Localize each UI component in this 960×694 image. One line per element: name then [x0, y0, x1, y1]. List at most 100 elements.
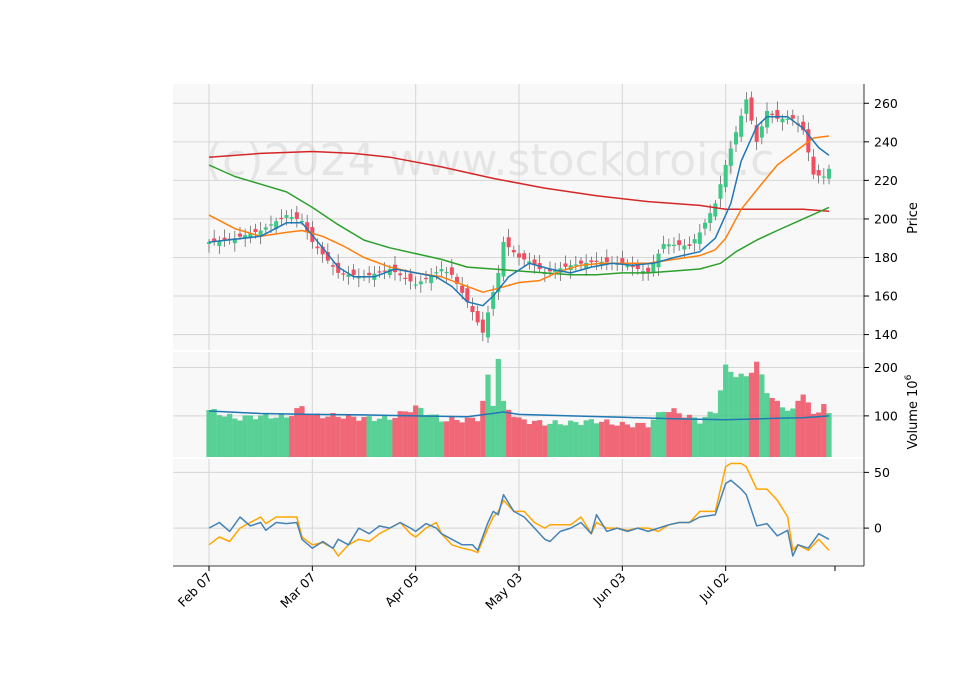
- candle-body: [367, 272, 372, 276]
- volume-bar: [206, 410, 212, 457]
- volume-bar: [459, 422, 465, 457]
- candle-body: [687, 244, 692, 246]
- volume-bar: [614, 425, 620, 457]
- candle-body: [501, 242, 506, 277]
- volume-bar: [371, 420, 377, 457]
- volume-bar: [242, 415, 248, 457]
- volume-bar: [531, 420, 538, 457]
- candle-body: [274, 221, 279, 230]
- volume-bar: [717, 390, 724, 457]
- volume-bar: [537, 420, 543, 457]
- candle-body: [465, 288, 470, 302]
- volume-bar: [485, 374, 491, 457]
- volume-bar: [216, 415, 222, 457]
- candle-body: [237, 233, 243, 237]
- candle-body: [718, 184, 723, 199]
- candle-body: [697, 232, 702, 244]
- volume-bar: [526, 423, 532, 457]
- candle-body: [723, 164, 728, 188]
- x-tick-label: Jul 02: [696, 570, 732, 606]
- candle-body: [423, 277, 429, 280]
- volume-bar: [712, 413, 718, 457]
- y-tick-label: 100: [874, 408, 898, 423]
- volume-bar: [263, 413, 269, 457]
- volume-bar: [438, 421, 445, 457]
- volume-bar: [666, 412, 672, 457]
- candle-body: [289, 217, 294, 219]
- candle-body: [470, 306, 475, 313]
- ma-200-line: [208, 150, 830, 212]
- candle-body: [263, 227, 268, 230]
- candle-body: [413, 284, 418, 286]
- volume-bar: [692, 417, 698, 457]
- y-tick-label: 200: [874, 211, 898, 226]
- candle-body: [578, 260, 584, 264]
- candle-body: [811, 156, 816, 175]
- volume-bar: [609, 424, 615, 457]
- volume-bar: [645, 427, 651, 457]
- volume-bars: [206, 358, 832, 457]
- volume-bar: [821, 404, 827, 457]
- candle-body: [713, 203, 718, 217]
- volume-bar: [387, 419, 393, 457]
- volume-bar: [211, 408, 217, 457]
- volume-bar: [816, 412, 822, 457]
- candle-body: [320, 246, 325, 255]
- candle-body: [749, 97, 754, 121]
- candle-body: [733, 132, 739, 145]
- volume-bar: [547, 423, 553, 457]
- candle-body: [651, 263, 656, 273]
- oscillator-lines: [208, 462, 830, 557]
- volume-bar: [490, 405, 496, 457]
- volume-bar: [593, 423, 600, 457]
- candle-body: [434, 272, 439, 274]
- volume-bar: [376, 418, 383, 457]
- candle-body: [666, 244, 671, 247]
- volume-bar: [221, 416, 228, 457]
- candle-body: [573, 264, 578, 266]
- volume-bar: [506, 409, 512, 457]
- x-tick-label: Apr 05: [382, 570, 422, 610]
- oscillator-line-b: [208, 462, 830, 557]
- candle-body: [821, 176, 826, 178]
- x-tick-label: Jun 03: [589, 570, 628, 609]
- volume-bar: [805, 402, 811, 457]
- volume-bar: [521, 419, 527, 457]
- candle-body: [351, 269, 356, 276]
- candle-body: [692, 239, 697, 244]
- volume-bar: [227, 413, 233, 457]
- candle-body: [222, 237, 227, 240]
- volume-bar: [335, 416, 341, 457]
- volume-bar: [268, 418, 274, 457]
- volume-bar: [795, 400, 801, 457]
- candle-body: [341, 273, 346, 275]
- candle-body: [315, 246, 320, 249]
- candle-body: [661, 243, 666, 249]
- volume-bar: [299, 406, 305, 457]
- volume-bar: [552, 420, 558, 457]
- candle-body: [770, 113, 775, 116]
- candle-body: [299, 220, 305, 223]
- ma-long-line: [208, 164, 830, 276]
- volume-bar: [294, 408, 300, 457]
- candle-body: [646, 267, 651, 273]
- candle-body: [708, 213, 713, 224]
- candle-body: [785, 118, 790, 120]
- candle-body: [408, 273, 413, 282]
- candle-body: [460, 285, 465, 293]
- volume-bar: [774, 400, 780, 457]
- volume-bar: [604, 419, 610, 457]
- candle-body: [387, 269, 392, 276]
- volume-axis-label-text: Volume: [906, 401, 921, 449]
- candle-body: [553, 269, 558, 273]
- volume-bar: [743, 376, 749, 457]
- volume-bar: [407, 412, 414, 457]
- volume-axis-label: Volume106: [904, 374, 921, 449]
- candle-body: [279, 217, 284, 220]
- ma-short-line: [208, 116, 830, 307]
- volume-bar: [562, 425, 569, 457]
- volume-bar: [516, 417, 522, 457]
- candle-body: [563, 263, 568, 267]
- volume-bar: [676, 413, 682, 457]
- candle-body: [377, 271, 382, 273]
